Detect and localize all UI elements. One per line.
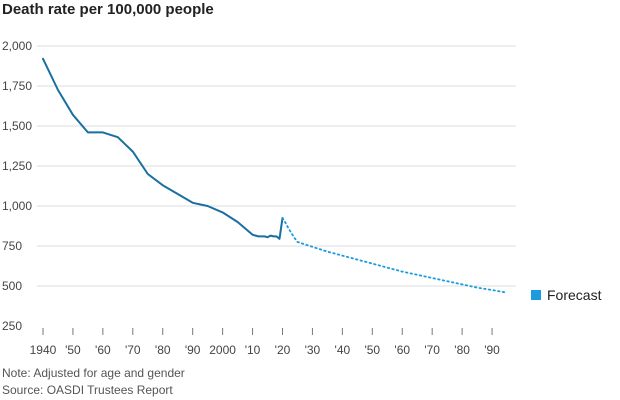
y-tick-label-5: 750 bbox=[2, 239, 22, 253]
x-axis-ticks: 1940 '50 '60 '70 '80 '90 2000 '10 '20 '30 '40 '50 '6… bbox=[30, 328, 500, 357]
x-tick-label-9: '30 bbox=[305, 343, 321, 357]
y-tick-label-6: 500 bbox=[2, 279, 22, 293]
y-tick-label-1: 1,750 bbox=[2, 79, 32, 93]
x-tick-label-1: '50 bbox=[65, 343, 81, 357]
y-tick-label-4: 1,000 bbox=[2, 199, 32, 213]
series-line-historical bbox=[42, 57, 284, 240]
x-tick-label-14: '80 bbox=[454, 343, 470, 357]
legend-label-forecast: Forecast bbox=[547, 287, 602, 303]
y-tick-label-7: 250 bbox=[2, 319, 22, 333]
x-tick-label-13: '70 bbox=[424, 343, 440, 357]
x-tick-label-12: '60 bbox=[394, 343, 410, 357]
y-tick-label-3: 1,250 bbox=[2, 159, 32, 173]
x-tick-label-11: '50 bbox=[364, 343, 380, 357]
y-tick-label-2: 1,500 bbox=[2, 119, 32, 133]
x-tick-label-0: 1940 bbox=[30, 343, 57, 357]
x-tick-label-3: '70 bbox=[125, 343, 141, 357]
x-tick-label-4: '80 bbox=[155, 343, 171, 357]
y-axis-ticks: 2,000 1,750 1,500 1,250 1,000 750 500 250 bbox=[2, 39, 32, 333]
chart-title: Death rate per 100,000 people bbox=[2, 1, 214, 18]
x-tick-label-8: '20 bbox=[275, 343, 291, 357]
chart-note: Note: Adjusted for age and gender bbox=[2, 366, 185, 380]
series-line-forecast bbox=[281, 217, 508, 294]
x-tick-label-5: '90 bbox=[185, 343, 201, 357]
chart-source: Source: OASDI Trustees Report bbox=[2, 383, 173, 397]
x-tick-label-15: '90 bbox=[484, 343, 500, 357]
x-tick-label-7: '10 bbox=[245, 343, 261, 357]
legend: Forecast bbox=[531, 287, 602, 303]
series-lines bbox=[42, 57, 508, 294]
x-tick-label-2: '60 bbox=[95, 343, 111, 357]
x-tick-label-10: '40 bbox=[335, 343, 351, 357]
y-tick-label-0: 2,000 bbox=[2, 39, 32, 53]
gridlines bbox=[37, 45, 516, 287]
x-tick-label-6: 2000 bbox=[209, 343, 236, 357]
legend-swatch-forecast bbox=[531, 290, 541, 300]
